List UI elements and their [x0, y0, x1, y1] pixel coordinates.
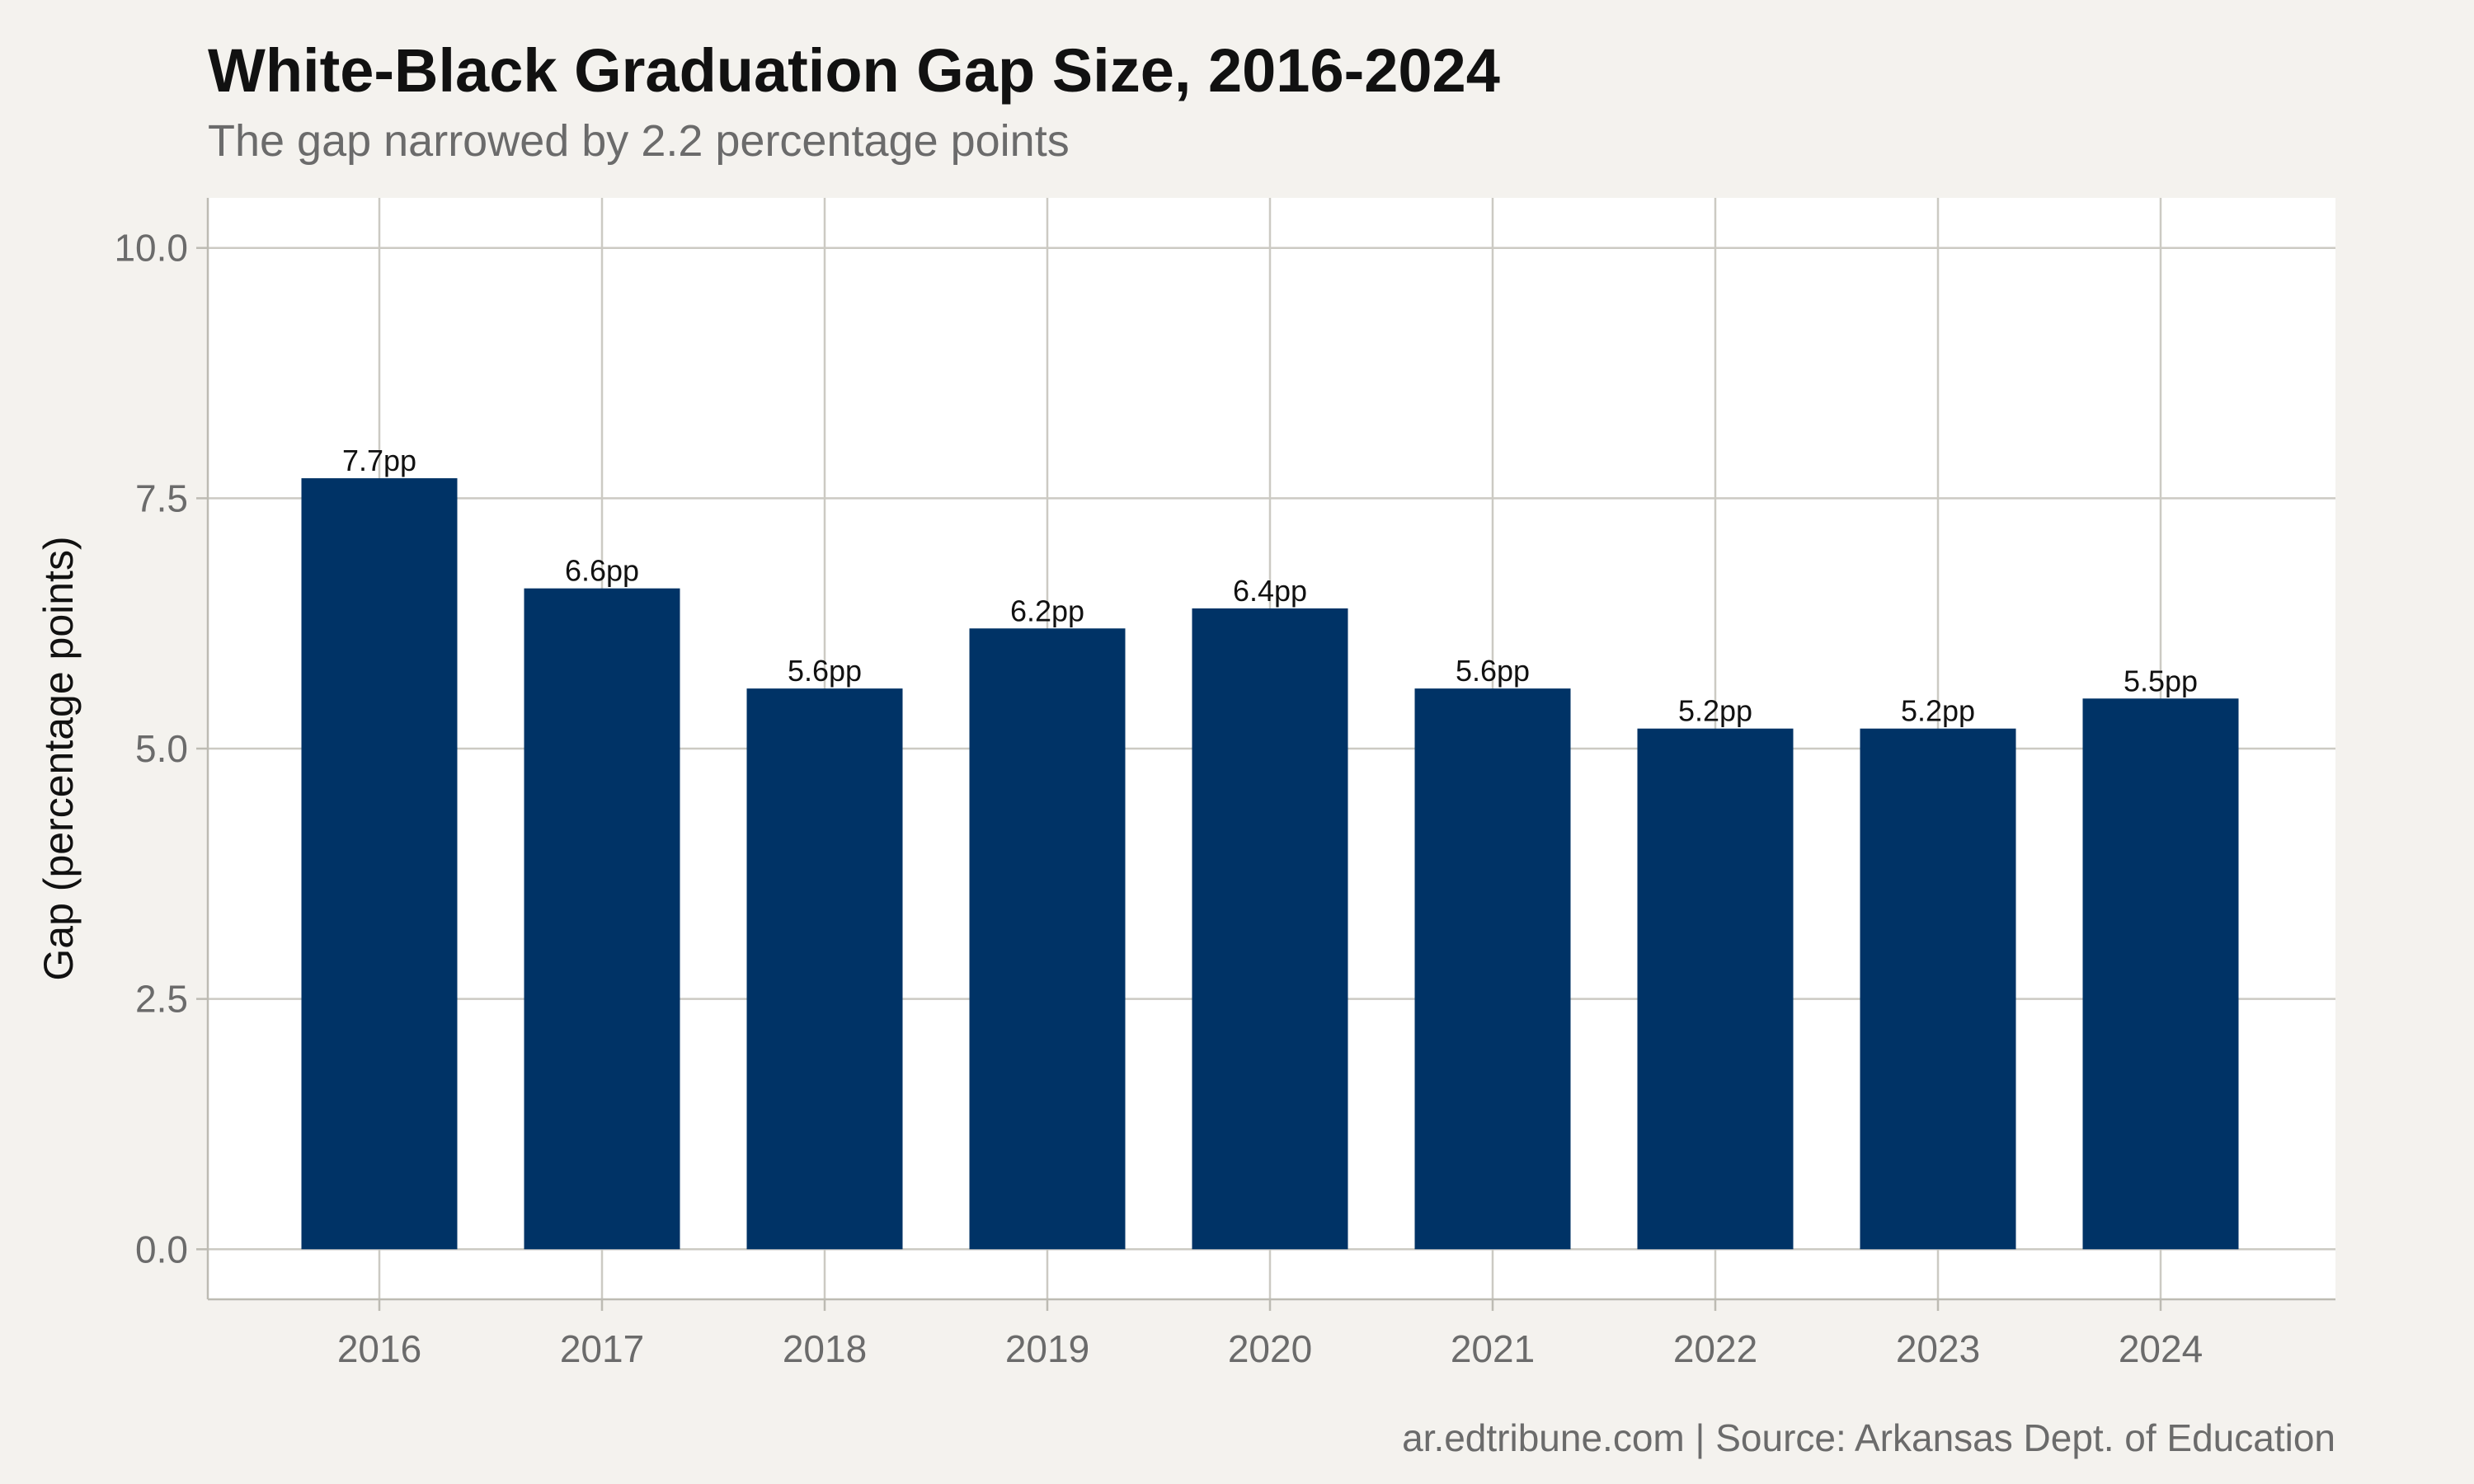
x-tick-label: 2019: [1005, 1327, 1089, 1370]
y-axis-title: Gap (percentage points): [35, 536, 82, 980]
bar-2023: [1860, 728, 2016, 1250]
bar-2021: [1414, 688, 1571, 1250]
bar-data-labels: 7.7pp 6.6pp 5.6pp 6.2pp 6.4pp 5.6pp 5.2pp 5.2pp…: [342, 444, 2198, 728]
bar-2019: [969, 628, 1126, 1250]
x-tick-label: 2021: [1451, 1327, 1535, 1370]
y-tick-label: 0.0: [135, 1228, 188, 1270]
bar-2022: [1637, 728, 1794, 1250]
x-tick-label: 2020: [1228, 1327, 1312, 1370]
data-label-2016: 7.7pp: [342, 444, 416, 477]
data-label-2023: 5.2pp: [1901, 694, 1975, 728]
x-tick-label: 2016: [337, 1327, 421, 1370]
data-label-2018: 5.6pp: [788, 654, 862, 688]
data-label-2022: 5.2pp: [1678, 694, 1752, 728]
x-tick-label: 2018: [783, 1327, 867, 1370]
data-label-2019: 6.2pp: [1010, 594, 1084, 627]
x-axis-ticks: 2016 2017 2018 2019 2020 2021 2022 2023 2024: [337, 1299, 2203, 1370]
x-tick-label: 2022: [1673, 1327, 1757, 1370]
bar-2017: [524, 588, 680, 1250]
data-label-2020: 6.4pp: [1233, 574, 1307, 608]
y-axis-ticks: 0.0 2.5 5.0 7.5 10.0: [114, 227, 208, 1270]
y-tick-label: 5.0: [135, 727, 188, 770]
y-tick-label: 10.0: [114, 227, 188, 270]
x-tick-label: 2017: [560, 1327, 644, 1370]
bar-2016: [301, 478, 458, 1250]
bar-2018: [746, 688, 903, 1250]
bars: [301, 478, 2239, 1250]
x-tick-label: 2024: [2119, 1327, 2203, 1370]
data-label-2024: 5.5pp: [2124, 664, 2198, 697]
data-label-2017: 6.6pp: [565, 554, 639, 588]
y-tick-label: 7.5: [135, 477, 188, 519]
data-label-2021: 5.6pp: [1456, 654, 1530, 688]
y-tick-label: 2.5: [135, 978, 188, 1021]
bar-2020: [1192, 608, 1348, 1250]
chart-title: White-Black Graduation Gap Size, 2016-20…: [208, 36, 1500, 105]
x-tick-label: 2023: [1896, 1327, 1980, 1370]
chart-caption: ar.edtribune.com | Source: Arkansas Dept…: [1402, 1416, 2335, 1459]
chart-subtitle: The gap narrowed by 2.2 percentage point…: [208, 116, 1070, 166]
bar-2024: [2082, 698, 2239, 1250]
